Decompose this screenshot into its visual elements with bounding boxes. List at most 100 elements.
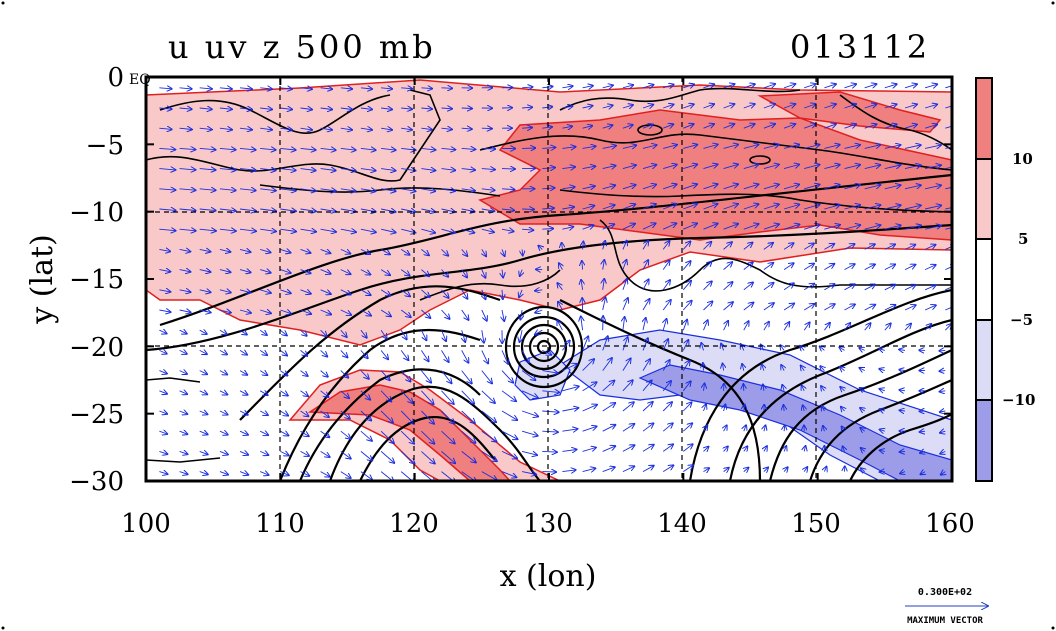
wind-vector (260, 189, 276, 191)
wind-vector (159, 290, 170, 292)
wind-vector (703, 184, 718, 190)
wind-vector (824, 467, 826, 472)
wind-vector (582, 225, 594, 229)
wind-vector (860, 428, 864, 431)
wind-vector (219, 148, 236, 149)
wind-vector (899, 350, 906, 351)
wind-vector (763, 263, 773, 270)
wind-vector (502, 309, 504, 321)
wind-vector (642, 145, 657, 148)
wind-vector (803, 323, 809, 331)
wind-vector (159, 451, 167, 454)
wind-vector (783, 185, 799, 190)
wind-vector (662, 241, 669, 250)
wind-vector (421, 249, 429, 255)
wind-vector (642, 105, 653, 108)
wind-vector (421, 209, 435, 212)
wind-vector (381, 169, 395, 171)
wind-vector (904, 245, 915, 250)
wind-vector (945, 146, 952, 149)
wind-vector (179, 330, 187, 334)
wind-vector (421, 189, 435, 191)
wind-vector (300, 108, 313, 110)
wind-vector (219, 330, 227, 334)
wind-vector (340, 108, 352, 110)
wind-vector (723, 282, 733, 291)
wind-vector (843, 446, 845, 451)
wind-vector (663, 204, 676, 210)
wind-vector (320, 430, 330, 437)
wind-vector (642, 185, 656, 190)
wind-vector (844, 264, 855, 270)
wind-vector (682, 261, 690, 270)
wind-vector (179, 411, 188, 414)
y-tick-label: −10 (69, 198, 124, 228)
wind-vector (300, 229, 317, 232)
wind-vector (159, 411, 167, 414)
wind-vector (743, 184, 759, 190)
wind-vector (320, 128, 332, 130)
wind-vector (461, 249, 468, 256)
wind-vector (703, 363, 704, 371)
wind-vector (159, 391, 167, 394)
wind-vector (941, 472, 946, 475)
wind-vector (320, 471, 330, 477)
wind-vector (804, 145, 819, 149)
y-tick-label: −25 (69, 400, 124, 430)
wind-vector (199, 128, 212, 129)
wind-vector (764, 425, 766, 432)
wind-vector (763, 184, 779, 190)
wind-vector (219, 229, 236, 231)
wind-vector (320, 451, 330, 457)
wind-vector (562, 86, 572, 88)
wind-vector (280, 270, 290, 273)
wind-vector (521, 370, 535, 381)
wind-vector (884, 185, 901, 190)
wind-vector (663, 165, 677, 170)
wind-vector (562, 450, 576, 452)
wind-vector (260, 310, 271, 313)
wind-vector (804, 165, 819, 170)
wind-vector (704, 404, 707, 412)
wind-vector (179, 108, 192, 109)
wind-vector (300, 350, 308, 356)
wind-vector (582, 382, 597, 392)
wind-vector (260, 472, 268, 475)
wind-vector (441, 108, 453, 109)
wind-vector (582, 448, 596, 452)
wind-vector (199, 472, 208, 475)
wind-vector (219, 391, 227, 395)
wind-vector (662, 444, 673, 452)
wind-vector (421, 410, 434, 424)
wind-vector (743, 124, 755, 129)
wind-vector (602, 381, 615, 392)
wind-vector (340, 169, 356, 171)
wind-vector (763, 283, 774, 291)
wind-vector (259, 411, 268, 415)
wind-vector (925, 205, 941, 210)
y-axis-label: y (lat) (25, 234, 60, 324)
wind-vector (380, 269, 390, 276)
wind-vector (940, 451, 945, 453)
wind-vector (441, 189, 456, 191)
wind-vector (662, 402, 672, 412)
wind-vector (441, 289, 449, 298)
wind-vector (199, 411, 208, 414)
wind-vector (884, 324, 891, 331)
wind-vector (300, 370, 308, 376)
wind-vector (602, 403, 616, 412)
wind-vector (199, 371, 207, 375)
wind-vector (764, 446, 767, 451)
wind-vector (864, 205, 881, 210)
wind-vector (884, 265, 895, 271)
wind-vector (804, 185, 819, 190)
wind-vector (521, 430, 538, 436)
wind-vector (940, 411, 946, 412)
wind-vector (884, 244, 895, 250)
wind-vector (360, 88, 372, 89)
wind-vector (784, 467, 788, 471)
wind-vector (340, 189, 356, 191)
wind-vector (300, 270, 311, 274)
wind-vector (743, 104, 755, 108)
wind-vector (340, 471, 351, 478)
